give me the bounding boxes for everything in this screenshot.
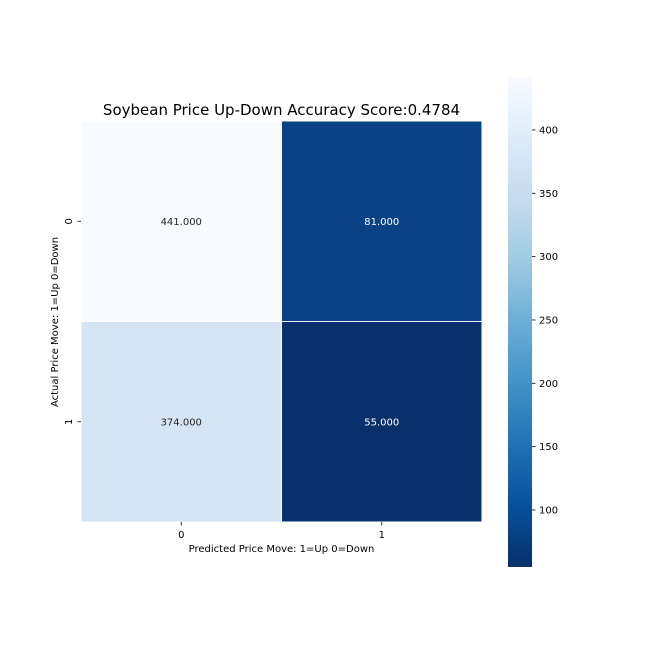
colorbar-tick-label-2: 200: [539, 379, 558, 390]
heatmap-cell-labels: 441.000 81.000 374.000 55.000: [161, 217, 400, 429]
colorbar-tick-label-3: 250: [539, 315, 558, 326]
y-axis-label: Actual Price Move: 1=Up 0=Down: [50, 237, 61, 407]
heatmap-cell-r1-c1: [281, 321, 483, 523]
heatmap-cell-r0-c1: [281, 120, 483, 322]
colorbar-ticks: 100 150 200 250 300 350 400: [532, 125, 558, 516]
colorbar-tick-label-6: 400: [539, 125, 558, 136]
cell-annotation-r0-c1: 81.000: [364, 217, 399, 228]
heatmap-cell-r0-c0: [80, 120, 282, 322]
cell-annotation-r1-c0: 374.000: [161, 417, 202, 428]
y-axis-ticks: 01: [64, 218, 81, 425]
cell-annotation-r1-c1: 55.000: [364, 417, 399, 428]
cell-annotation-r0-c0: 441.000: [161, 217, 202, 228]
colorbar-tick-label-1: 150: [539, 442, 558, 453]
x-axis-label: Predicted Price Move: 1=Up 0=Down: [189, 544, 375, 555]
chart-title: Soybean Price Up-Down Accuracy Score:0.4…: [103, 101, 460, 119]
x-tick-label-0: 0: [178, 530, 184, 541]
heatmap-cells: [80, 120, 483, 523]
colorbar-tick-label-0: 100: [539, 505, 558, 516]
colorbar-tick-label-5: 350: [539, 189, 558, 200]
y-tick-label-0: 0: [64, 218, 75, 224]
colorbar: [508, 78, 532, 567]
heatmap-cell-r1-c0: [80, 321, 282, 523]
colorbar-tick-label-4: 300: [539, 252, 558, 263]
x-tick-label-1: 1: [379, 530, 385, 541]
y-tick-label-1: 1: [64, 419, 75, 425]
